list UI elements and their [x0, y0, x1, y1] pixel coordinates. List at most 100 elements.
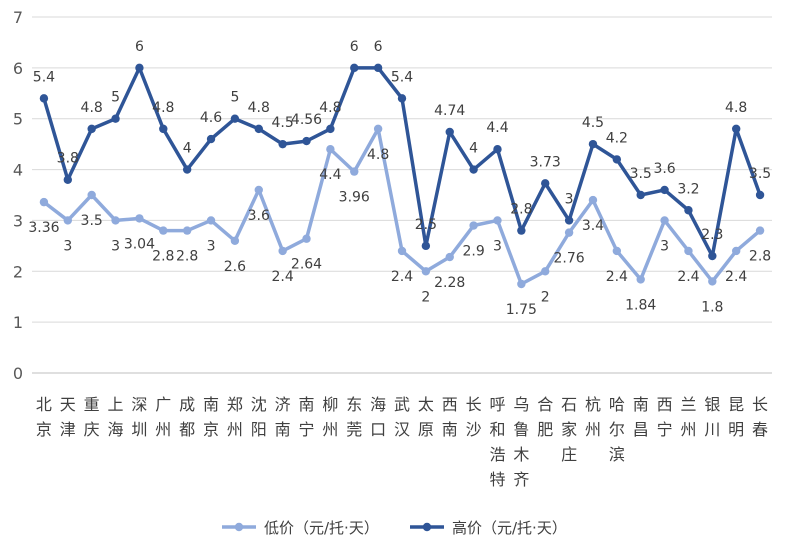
y-tick-label: 2 — [13, 262, 23, 281]
data-point — [373, 63, 383, 73]
x-tick-label: 石家庄 — [561, 395, 577, 464]
data-point — [588, 195, 598, 205]
x-tick-label: 呼和浩特 — [489, 395, 505, 489]
data-label: 2.4 — [272, 269, 294, 285]
data-label: 2.3 — [701, 227, 723, 243]
data-label: 6 — [350, 39, 359, 55]
data-point — [182, 226, 192, 235]
data-point — [254, 124, 263, 134]
data-label: 3.8 — [57, 151, 79, 167]
data-point — [87, 124, 96, 134]
x-tick-label: 天津 — [60, 395, 76, 439]
data-label: 4 — [183, 141, 192, 157]
x-tick-label: 海口 — [370, 395, 386, 439]
x-tick-label: 西宁 — [657, 395, 673, 439]
legend-swatch-marker — [422, 522, 432, 532]
data-point — [493, 145, 502, 154]
data-point — [517, 279, 526, 289]
data-label: 3 — [493, 238, 502, 254]
legend-label: 低价（元/托·天） — [264, 519, 379, 537]
x-tick-label: 哈尔滨 — [609, 395, 625, 464]
data-label: 2.28 — [434, 275, 465, 291]
data-point — [111, 114, 120, 123]
x-tick-label: 深圳 — [131, 395, 147, 439]
data-point — [517, 226, 526, 235]
data-point — [159, 124, 168, 134]
x-tick-label: 济南 — [275, 395, 291, 439]
data-label: 3.2 — [677, 181, 699, 197]
x-tick-label: 武汉 — [394, 395, 410, 439]
y-tick-label: 0 — [13, 364, 23, 383]
data-point — [373, 124, 383, 134]
data-point — [350, 167, 359, 176]
data-label: 1.8 — [701, 299, 723, 315]
data-label: 2.76 — [554, 251, 585, 267]
data-point — [302, 234, 311, 243]
x-tick-label: 柳州 — [322, 395, 338, 439]
data-label: 5.4 — [391, 69, 413, 85]
data-label: 2.4 — [725, 269, 747, 285]
y-tick-label: 1 — [13, 313, 23, 332]
data-point — [182, 165, 192, 174]
x-tick-label: 北京 — [36, 395, 52, 439]
data-label: 3.5 — [81, 213, 103, 229]
data-label: 4.5 — [582, 115, 604, 131]
data-label: 3.36 — [28, 220, 59, 236]
y-tick-label: 3 — [13, 211, 23, 230]
data-label: 2.64 — [291, 257, 322, 273]
data-point — [612, 155, 622, 164]
data-label: 2.8 — [176, 249, 198, 265]
data-point — [660, 216, 669, 225]
data-label: 2 — [421, 289, 430, 305]
x-tick-label: 银川 — [704, 395, 720, 439]
data-label: 3.6 — [653, 161, 675, 177]
data-label: 2.4 — [677, 269, 699, 285]
x-tick-label: 沈阳 — [251, 395, 267, 439]
x-tick-label: 广州 — [155, 395, 171, 439]
data-point — [135, 63, 144, 73]
data-label: 2.5 — [415, 217, 437, 233]
data-point — [230, 114, 240, 123]
x-tick-label: 太原 — [418, 395, 434, 439]
data-point — [684, 206, 693, 215]
data-label: 5 — [230, 90, 239, 106]
data-point — [660, 185, 669, 195]
y-tick-label: 4 — [13, 161, 23, 180]
data-point — [684, 246, 693, 256]
data-label: 2.4 — [606, 269, 628, 285]
data-point — [63, 175, 73, 184]
data-label: 4.74 — [434, 103, 465, 119]
x-tick-label: 南京 — [203, 395, 219, 439]
data-point — [397, 246, 407, 256]
data-point — [39, 197, 49, 207]
data-point — [302, 136, 311, 146]
data-label: 5 — [111, 90, 120, 106]
data-label: 3.6 — [248, 208, 270, 224]
data-point — [588, 139, 598, 149]
data-label: 2.8 — [510, 202, 532, 218]
data-label: 4.56 — [291, 112, 322, 128]
y-tick-label: 7 — [13, 8, 23, 27]
data-label: 4.8 — [248, 100, 270, 116]
y-tick-label: 6 — [13, 59, 23, 78]
x-tick-label: 长春 — [752, 395, 768, 439]
data-point — [469, 221, 478, 230]
data-point — [636, 190, 645, 200]
data-point — [612, 246, 622, 256]
data-label: 4.4 — [486, 120, 508, 136]
x-tick-label: 兰州 — [680, 395, 696, 439]
data-point — [326, 124, 335, 134]
data-label: 3.4 — [582, 218, 604, 234]
data-point — [493, 216, 502, 225]
data-label: 2.9 — [462, 244, 484, 260]
data-point — [326, 145, 335, 154]
x-tick-label: 南宁 — [299, 395, 315, 439]
x-tick-label: 昆明 — [728, 395, 744, 439]
data-label: 3.5 — [630, 166, 652, 182]
data-label: 3.5 — [749, 166, 771, 182]
y-axis: 0 1 2 3 4 5 6 7 — [13, 8, 23, 383]
data-label: 3 — [111, 238, 120, 254]
